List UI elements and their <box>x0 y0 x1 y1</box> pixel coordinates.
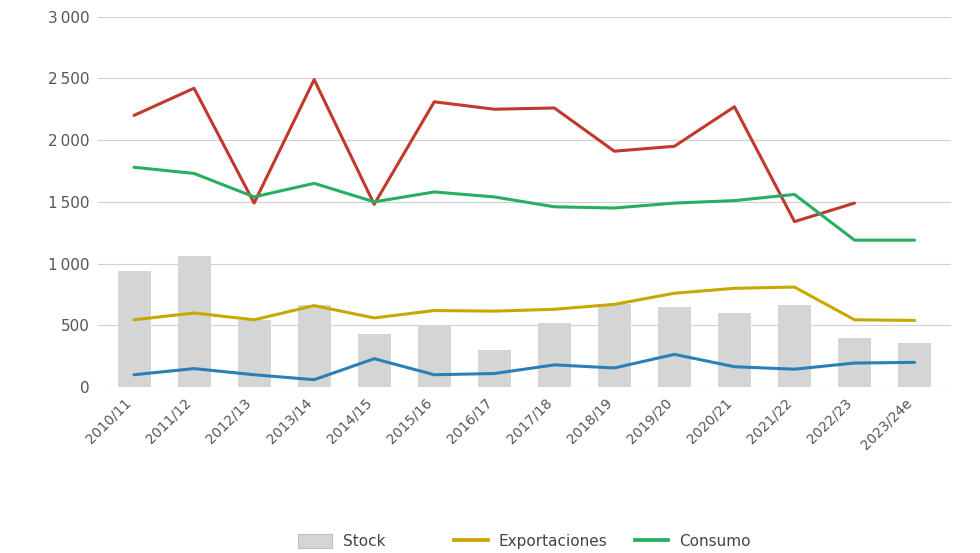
Bar <box>478 350 511 387</box>
Bar <box>658 307 691 387</box>
Bar <box>718 313 751 387</box>
Bar <box>118 271 151 387</box>
Bar <box>358 334 391 387</box>
Bar <box>177 256 211 387</box>
Bar <box>898 343 931 387</box>
Legend: Stock, Producción, Exportaciones, Importac., Consumo: Stock, Producción, Exportaciones, Import… <box>298 534 751 553</box>
Bar <box>598 304 631 387</box>
Bar <box>417 325 451 387</box>
Bar <box>838 338 871 387</box>
Bar <box>237 320 270 387</box>
Bar <box>778 305 811 387</box>
Bar <box>538 323 570 387</box>
Bar <box>298 305 330 387</box>
